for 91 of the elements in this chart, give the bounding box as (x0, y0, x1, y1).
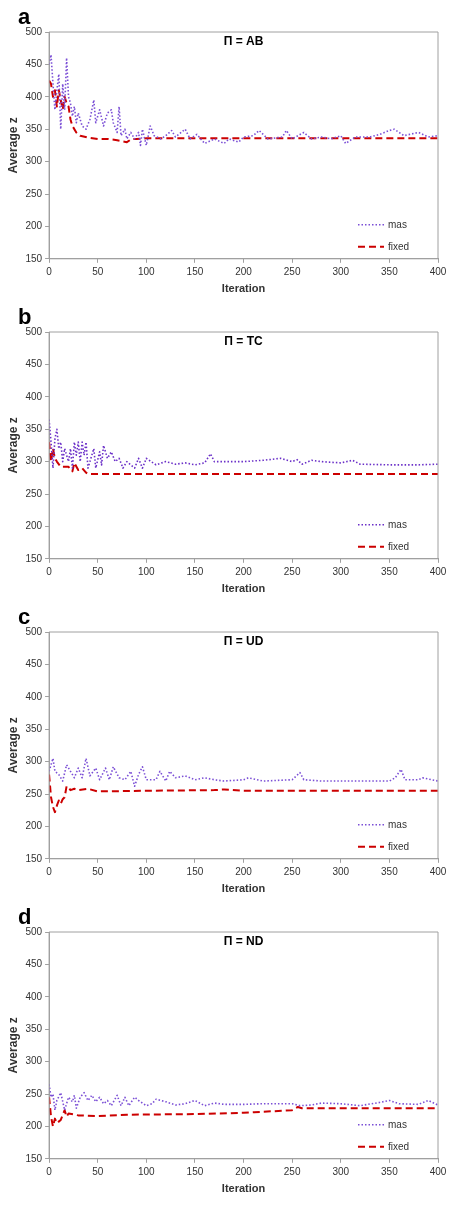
x-tick-label: 150 (186, 1165, 204, 1177)
y-tick-label: 450 (25, 658, 43, 670)
legend-label: fixed (388, 840, 410, 852)
x-axis-title: Iteration (221, 882, 266, 895)
y-tick-label: 250 (25, 1087, 43, 1099)
x-tick-label: 200 (235, 265, 253, 277)
x-tick-label: 400 (429, 565, 447, 577)
y-tick-label: 450 (25, 958, 43, 970)
chart-title: Π = ND (223, 934, 264, 949)
y-tick-label: 250 (25, 487, 43, 499)
x-tick-label: 200 (235, 565, 253, 577)
x-tick-label: 250 (283, 265, 301, 277)
x-tick-label: 50 (92, 1165, 104, 1177)
y-axis-title: Average z (5, 117, 20, 174)
y-tick-label: 500 (25, 25, 43, 37)
x-tick-label: 350 (381, 565, 399, 577)
x-tick-label: 250 (283, 565, 301, 577)
y-axis-title: Average z (5, 1017, 20, 1074)
legend-label: fixed (388, 1140, 410, 1152)
x-tick-label: 150 (186, 865, 204, 877)
x-tick-label: 300 (332, 565, 350, 577)
x-tick-label: 350 (381, 1165, 399, 1177)
legend-label: fixed (388, 240, 410, 252)
x-tick-label: 50 (92, 865, 104, 877)
y-tick-label: 300 (25, 755, 43, 767)
x-tick-label: 250 (283, 1165, 301, 1177)
y-tick-label: 200 (25, 220, 43, 232)
legend-label: mas (388, 1118, 407, 1130)
x-tick-label: 100 (137, 265, 156, 277)
y-axis-title: Average z (5, 717, 20, 774)
y-axis-title: Average z (5, 417, 20, 474)
y-tick-label: 350 (25, 122, 43, 134)
x-tick-label: 100 (137, 565, 156, 577)
x-axis-title: Iteration (221, 282, 266, 295)
x-tick-label: 150 (186, 565, 204, 577)
y-tick-label: 150 (25, 552, 43, 564)
y-tick-label: 300 (25, 155, 43, 167)
x-tick-label: 400 (429, 1165, 447, 1177)
legend-label: mas (388, 518, 407, 530)
y-tick-label: 200 (25, 820, 43, 832)
x-tick-label: 0 (46, 1165, 53, 1177)
x-tick-label: 50 (92, 265, 104, 277)
x-tick-label: 350 (381, 865, 399, 877)
y-tick-label: 350 (25, 1022, 43, 1034)
y-tick-label: 150 (25, 252, 43, 264)
x-tick-label: 100 (137, 1165, 156, 1177)
x-tick-label: 300 (332, 1165, 350, 1177)
line-series (49, 53, 438, 147)
x-tick-label: 250 (283, 865, 301, 877)
y-tick-label: 500 (25, 925, 43, 937)
legend-label: fixed (388, 540, 410, 552)
line-series (49, 757, 438, 788)
y-tick-label: 450 (25, 58, 43, 70)
y-tick-label: 350 (25, 422, 43, 434)
y-tick-label: 400 (25, 690, 43, 702)
x-tick-label: 0 (46, 865, 53, 877)
x-tick-label: 200 (235, 1165, 253, 1177)
x-tick-label: 300 (332, 865, 350, 877)
y-tick-label: 400 (25, 990, 43, 1002)
x-tick-label: 300 (332, 265, 350, 277)
y-tick-label: 500 (25, 325, 43, 337)
y-tick-label: 400 (25, 90, 43, 102)
y-tick-label: 300 (25, 1055, 43, 1067)
x-tick-label: 400 (429, 265, 447, 277)
legend-label: mas (388, 818, 407, 830)
legend-label: mas (388, 218, 407, 230)
x-tick-label: 0 (46, 565, 53, 577)
x-axis-title: Iteration (221, 1182, 266, 1195)
x-tick-label: 0 (46, 265, 53, 277)
y-tick-label: 350 (25, 722, 43, 734)
x-tick-label: 400 (429, 865, 447, 877)
y-tick-label: 150 (25, 852, 43, 864)
y-tick-label: 250 (25, 787, 43, 799)
x-axis-title: Iteration (221, 582, 266, 595)
y-tick-label: 200 (25, 1120, 43, 1132)
x-tick-label: 50 (92, 565, 104, 577)
line-series (49, 79, 438, 144)
x-tick-label: 100 (137, 865, 156, 877)
y-tick-label: 250 (25, 187, 43, 199)
y-tick-label: 300 (25, 455, 43, 467)
x-tick-label: 150 (186, 265, 204, 277)
y-tick-label: 450 (25, 358, 43, 370)
x-tick-label: 200 (235, 865, 253, 877)
chart-title: Π = AB (223, 34, 264, 49)
y-tick-label: 200 (25, 520, 43, 532)
y-tick-label: 400 (25, 390, 43, 402)
x-tick-label: 350 (381, 265, 399, 277)
y-tick-label: 150 (25, 1152, 43, 1164)
y-tick-label: 500 (25, 625, 43, 637)
chart-title: Π = TC (224, 334, 264, 349)
chart-title: Π = UD (223, 634, 264, 649)
